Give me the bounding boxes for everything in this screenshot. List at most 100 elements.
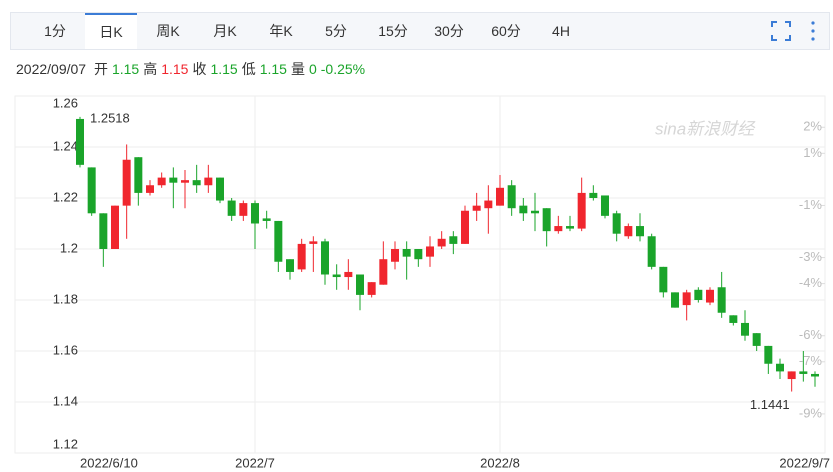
candle-body (169, 177, 178, 183)
candle-body (367, 282, 376, 295)
high-annotation: 1.2518 (90, 110, 130, 125)
info-label: 量 (290, 61, 305, 77)
candle-body (811, 373, 819, 377)
more-icon[interactable] (806, 16, 820, 46)
candle-body (356, 274, 364, 295)
y2-tick-label: -6% (799, 327, 823, 342)
tab[interactable]: 1分 (44, 23, 66, 39)
candle-body (274, 220, 283, 262)
candle-body (729, 315, 738, 323)
info-label: 开 (93, 61, 108, 77)
tab[interactable]: 4H (552, 23, 570, 39)
candle-body (134, 157, 143, 193)
candle-body (426, 246, 434, 257)
candle-body (76, 118, 84, 165)
candle-body (122, 159, 131, 206)
candle-body (752, 333, 761, 346)
candle-body (344, 271, 353, 278)
candle-body (566, 226, 574, 229)
candle-body (472, 205, 481, 211)
y-tick-label: 1.2 (60, 240, 78, 255)
candle-body (461, 210, 469, 244)
y-tick-label: 1.16 (53, 342, 78, 357)
info-value: 0 (308, 61, 317, 77)
y2-tick-label: -3% (799, 249, 823, 264)
candle-body (496, 187, 504, 206)
candle-body (694, 289, 703, 300)
candle-body (332, 274, 341, 278)
candle-body (251, 203, 259, 224)
candle-body (554, 226, 563, 232)
tab[interactable]: 日K (85, 13, 137, 49)
candle-body (239, 203, 248, 216)
candle-body (577, 192, 586, 229)
info-date: 2022/09/07 (16, 61, 87, 77)
y-tick-label: 1.22 (53, 189, 78, 204)
candle-body (741, 322, 749, 336)
candle-body (706, 289, 714, 303)
candle-body (717, 287, 726, 313)
candle-body (286, 259, 294, 272)
candle-body (449, 236, 458, 244)
candle-body (227, 200, 236, 216)
candle-body (507, 185, 516, 209)
candle-body (111, 205, 119, 249)
fullscreen-icon[interactable] (766, 16, 796, 46)
candle-body (204, 177, 213, 186)
candle-body (414, 249, 423, 260)
candle-body (776, 363, 784, 372)
tab[interactable]: 年K (269, 23, 293, 39)
x-tick-label: 2022/7 (235, 455, 275, 470)
y-tick-label: 1.14 (53, 393, 78, 408)
candle-body (321, 241, 329, 275)
candle-body (659, 266, 668, 293)
x-tick-label: 2022/9/7 (779, 455, 830, 470)
candle-body (636, 226, 644, 237)
candle-body (146, 185, 154, 193)
y2-tick-label: -4% (799, 275, 823, 290)
info-change: -0.25% (320, 61, 366, 77)
y2-tick-label: -7% (799, 353, 823, 368)
candle-body (379, 259, 388, 285)
tab[interactable]: 15分 (378, 23, 408, 39)
info-label: 低 (241, 61, 256, 77)
candle-body (262, 218, 271, 221)
info-label: 高 (143, 61, 158, 77)
candle-body (391, 249, 399, 262)
y2-tick-label: 2% (803, 119, 822, 134)
y2-tick-label: 1% (803, 145, 822, 160)
candle-body (297, 243, 306, 270)
tab[interactable]: 5分 (325, 23, 347, 39)
y2-tick-label: -9% (799, 405, 823, 420)
y-tick-label: 1.18 (53, 291, 78, 306)
plot-frame (14, 95, 826, 454)
candle-body (402, 249, 411, 257)
tab-bar: 1分 日K 周K 月K 年K 5分 15分 30分 60分 4H (10, 12, 830, 50)
info-value: 1.15 (259, 61, 287, 77)
candle-body (181, 180, 189, 183)
candle-body (682, 292, 691, 306)
candle-body (589, 192, 598, 198)
tab[interactable]: 30分 (434, 23, 464, 39)
y-tick-label: 1.24 (53, 138, 78, 153)
info-label: 收 (192, 61, 207, 77)
candle-body (192, 180, 201, 186)
tab[interactable]: 60分 (491, 23, 521, 39)
candle-body (87, 167, 96, 214)
candle-body (531, 210, 539, 214)
tab[interactable]: 月K (213, 23, 237, 39)
candle-body (624, 226, 633, 237)
candle-body (612, 213, 621, 234)
candle-body (799, 371, 808, 374)
info-value: 1.15 (161, 61, 189, 77)
watermark: sina新浪财经 (655, 119, 756, 138)
candle-body (437, 238, 446, 247)
candle-body (647, 236, 656, 267)
y2-tick-label: -1% (799, 197, 823, 212)
info-line: 2022/09/07 开 1.15 高 1.15 收 1.15 低 1.15 量 0 -0.25% (16, 59, 369, 79)
candle-body (309, 241, 318, 244)
candle-body (216, 177, 224, 201)
tab[interactable]: 周K (156, 23, 180, 39)
